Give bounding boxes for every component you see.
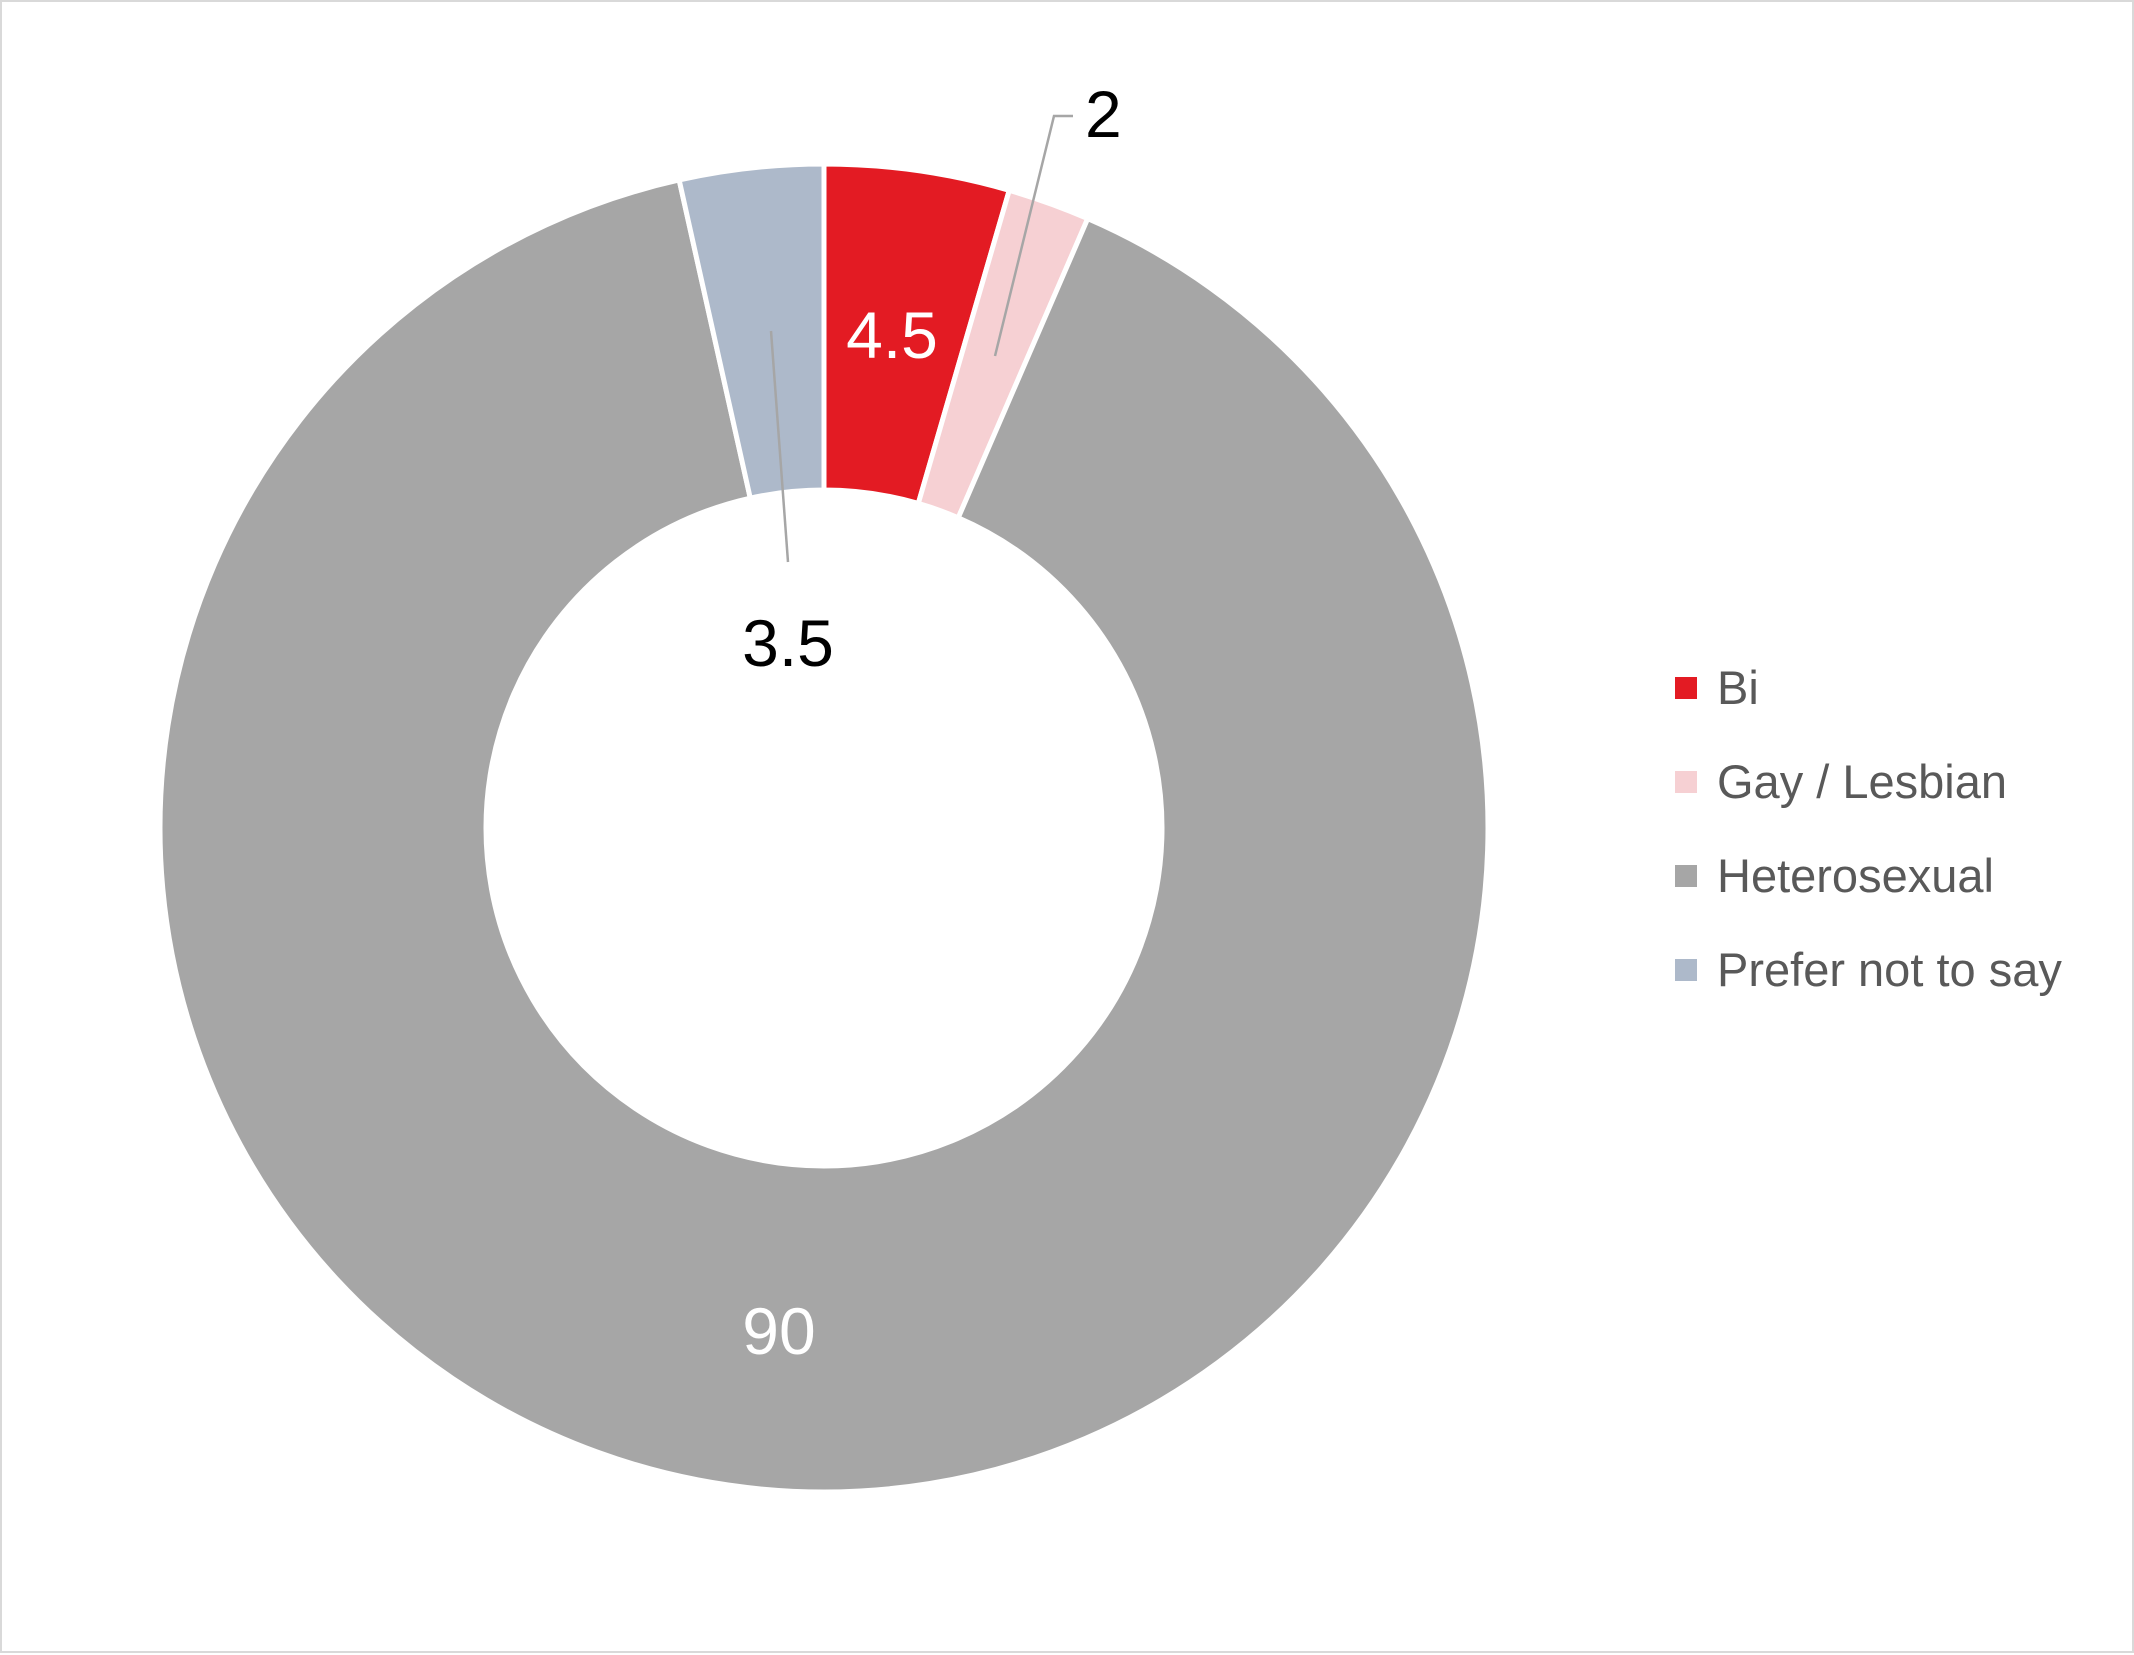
legend-swatch-heterosexual	[1675, 865, 1697, 887]
data-labels: 4.5 2 90 3.5	[742, 77, 1122, 1368]
legend-label-heterosexual: Heterosexual	[1717, 849, 1994, 902]
data-label-prefer-not-to-say: 3.5	[742, 606, 834, 680]
data-label-gay-lesbian: 2	[1085, 77, 1122, 151]
legend-swatch-bi	[1675, 677, 1697, 699]
legend-swatch-gay-lesbian	[1675, 771, 1697, 793]
leader-line-gay-lesbian	[993, 114, 1073, 357]
leader-lines	[769, 114, 1073, 563]
slice-prefer-not-to-say	[676, 161, 827, 501]
legend-label-bi: Bi	[1717, 661, 1759, 714]
legend-label-prefer-not-to-say: Prefer not to say	[1717, 943, 2062, 996]
leader-line-prefer-not-to-say	[769, 330, 790, 563]
legend: Bi Gay / Lesbian Heterosexual Prefer not to…	[1675, 661, 2062, 996]
legend-label-gay-lesbian: Gay / Lesbian	[1717, 755, 2007, 808]
data-label-bi: 4.5	[846, 298, 938, 372]
data-label-heterosexual: 90	[742, 1294, 815, 1368]
legend-swatch-prefer-not-to-say	[1675, 959, 1697, 981]
slice-heterosexual	[157, 177, 1491, 1495]
donut-slices	[157, 161, 1491, 1495]
